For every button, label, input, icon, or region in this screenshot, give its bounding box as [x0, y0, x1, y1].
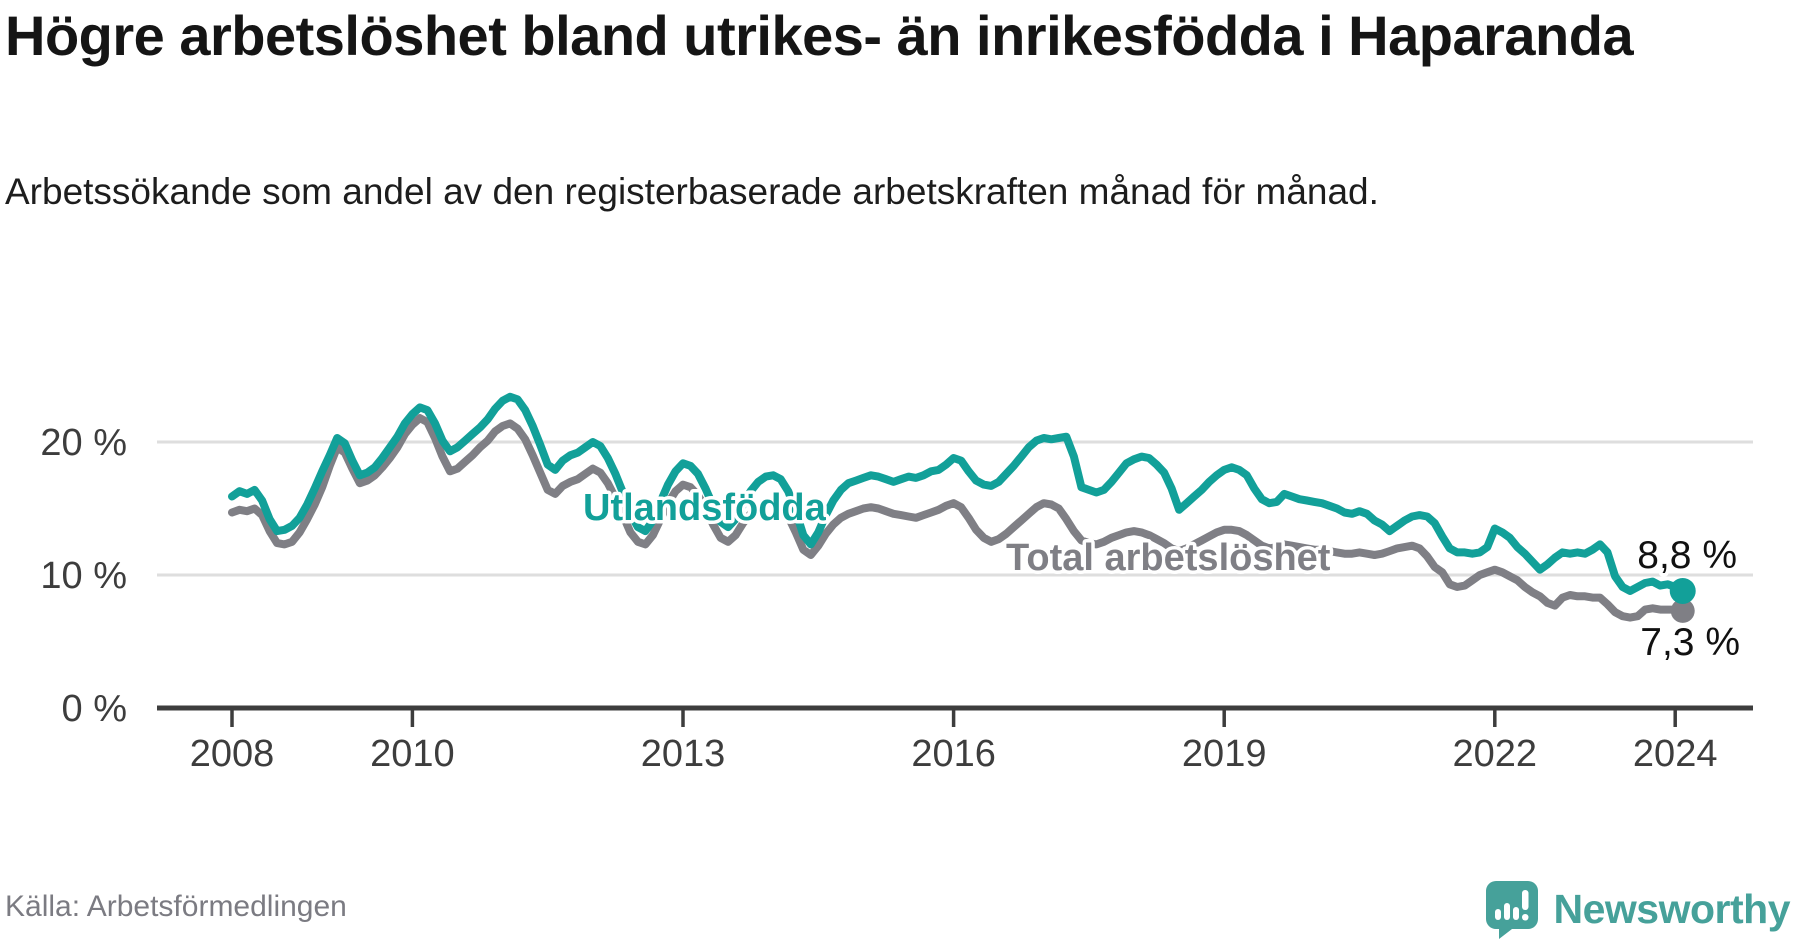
x-tick-label-2022: 2022 — [1453, 733, 1538, 775]
logo-bar-3 — [1512, 907, 1519, 920]
value-total: 7,3 % — [1640, 621, 1740, 664]
label-total: Total arbetslöshet — [1006, 537, 1331, 579]
brand-name: Newsworthy — [1553, 885, 1791, 932]
series-line-total-arbetsloshet — [228, 414, 1687, 622]
source-note: Källa: Arbetsförmedlingen — [5, 890, 347, 923]
page-subtitle: Arbetssökande som andel av den registerb… — [5, 171, 1379, 212]
series-end-dot-total-arbetsloshet — [1670, 598, 1695, 623]
x-tick-label-2016: 2016 — [911, 733, 996, 775]
y-tick-label-10: 10 % — [40, 555, 127, 597]
logo-exclamation-dot — [1521, 914, 1528, 921]
label-utlandsfodda: Utlandsfödda — [583, 487, 827, 529]
logo-bar-2 — [1503, 903, 1510, 920]
logo-bubble-shape — [1485, 881, 1538, 939]
x-tick-label-2010: 2010 — [370, 733, 455, 775]
newsworthy-brand: Newsworthy — [1484, 878, 1791, 940]
y-tick-label-20: 20 % — [40, 422, 127, 464]
series-line-utlandsfodda — [228, 392, 1687, 595]
x-tick-label-2019: 2019 — [1182, 733, 1267, 775]
logo-exclamation-bar — [1521, 890, 1528, 910]
value-utlandsfodda: 8,8 % — [1637, 534, 1737, 577]
x-tick-label-2013: 2013 — [641, 733, 726, 775]
page-title: Högre arbetslöshet bland utrikes- än inr… — [5, 4, 1634, 67]
logo-bar-1 — [1494, 909, 1501, 920]
newsworthy-logo-icon — [1485, 881, 1538, 939]
x-tick-label-2008: 2008 — [190, 733, 275, 775]
y-tick-label-0: 0 % — [62, 688, 127, 730]
x-tick-label-2024: 2024 — [1633, 733, 1718, 775]
series-end-dot-utlandsfodda — [1669, 577, 1696, 604]
